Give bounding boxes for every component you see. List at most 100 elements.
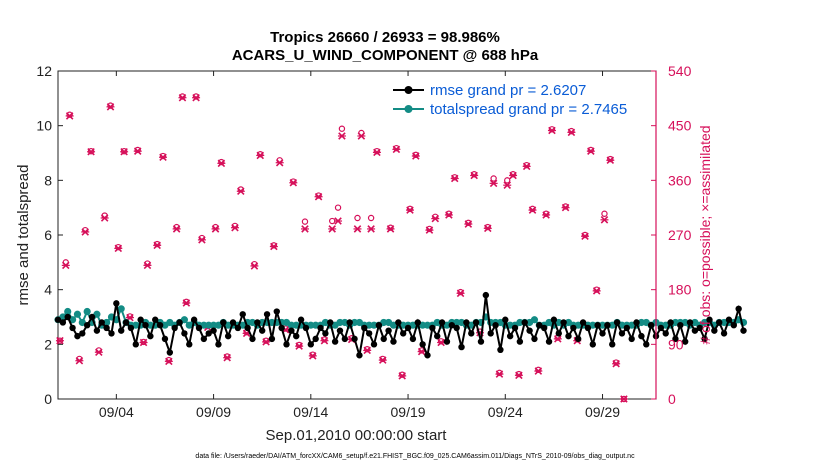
y-left-tick-label: 8 <box>44 172 52 188</box>
chart-title-line2: ACARS_U_WIND_COMPONENT @ 688 hPa <box>232 47 539 64</box>
obs-assimilated-point <box>606 156 615 165</box>
rmse-point <box>468 330 475 337</box>
obs-assimilated-point <box>75 356 84 365</box>
rmse-point <box>735 305 742 312</box>
obs-assimilated-point <box>534 367 543 375</box>
rmse-point <box>550 316 558 323</box>
x-tick-label: 09/19 <box>391 404 426 420</box>
obs-possible-point <box>107 102 114 109</box>
obs-assimilated-point <box>586 147 595 155</box>
obs-assimilated-point <box>553 335 562 343</box>
obs-assimilated-point <box>164 357 173 366</box>
rmse-point <box>720 330 728 337</box>
totalspread-point <box>64 307 72 316</box>
obs-assimilated-point <box>65 112 74 120</box>
rmse-point <box>463 319 470 326</box>
y-right-tick-label: 0 <box>668 391 676 407</box>
obs-possible-point <box>529 205 536 213</box>
totalspread-point <box>78 318 86 327</box>
rmse-point <box>205 330 212 337</box>
obs-assimilated-point <box>581 232 590 240</box>
obs-assimilated-point <box>153 241 162 250</box>
rmse-point <box>142 322 149 329</box>
rmse-point <box>312 335 319 343</box>
rmse-point <box>628 335 635 343</box>
obs-possible-point <box>367 214 375 222</box>
obs-possible-point <box>504 177 511 184</box>
totalspread-point <box>117 305 125 313</box>
rmse-point <box>64 313 71 321</box>
obs-assimilated-point <box>143 261 152 270</box>
rmse-point <box>390 338 397 345</box>
obs-possible-point <box>66 111 73 118</box>
obs-possible-point <box>542 210 550 217</box>
rmse-point <box>570 324 577 332</box>
rmse-point <box>711 327 718 334</box>
obs-possible-point <box>87 147 95 155</box>
obs-assimilated-point <box>61 261 70 270</box>
rmse-point <box>258 327 266 334</box>
obs-assimilated-point <box>431 214 440 223</box>
rmse-point <box>409 335 417 343</box>
rmse-point <box>288 327 295 334</box>
obs-possible-point <box>165 356 173 364</box>
rmse-point <box>210 327 217 334</box>
y-left-tick-label: 4 <box>44 282 52 298</box>
obs-possible-point <box>218 158 225 166</box>
rmse-point <box>273 308 280 315</box>
obs-assimilated-point <box>295 342 304 350</box>
obs-assimilated-point <box>250 262 259 270</box>
x-tick-label: 09/24 <box>488 404 523 420</box>
y-axis-left-label: rmse and totalspread <box>15 165 32 306</box>
obs-possible-point <box>437 338 445 345</box>
rmse-point <box>434 332 441 340</box>
rmse-point <box>327 319 334 326</box>
rmse-point <box>356 352 363 359</box>
obs-assimilated-point <box>357 132 366 140</box>
rmse-point <box>477 338 485 345</box>
totalspread-point <box>83 307 91 316</box>
rmse-point <box>263 311 271 318</box>
y-right-tick-label: 450 <box>668 118 692 134</box>
obs-assimilated-point <box>217 159 226 168</box>
obs-assimilated-point <box>386 225 395 233</box>
obs-assimilated-point <box>619 395 628 403</box>
rmse-point <box>516 338 524 345</box>
legend-rmse-marker <box>404 86 413 94</box>
obs-possible-point <box>179 93 186 100</box>
obs-assimilated-point <box>450 174 459 183</box>
obs-possible-point <box>445 210 453 217</box>
rmse-point <box>249 335 256 343</box>
obs-possible-point <box>290 178 297 185</box>
obs-possible-point <box>270 242 278 249</box>
rmse-point <box>414 319 421 326</box>
rmse-point <box>647 322 655 329</box>
obs-possible-point <box>134 146 141 154</box>
rmse-point <box>521 319 528 326</box>
obs-assimilated-point <box>178 93 187 102</box>
rmse-point <box>254 319 261 326</box>
obs-assimilated-point <box>308 352 317 360</box>
obs-possible-point <box>426 225 433 233</box>
obs-possible-point <box>496 369 503 377</box>
obs-assimilated-point <box>81 228 90 236</box>
obs-assimilated-point <box>300 225 309 233</box>
rmse-point <box>740 327 747 334</box>
obs-assimilated-point <box>398 372 407 380</box>
rmse-point <box>380 335 387 343</box>
rmse-point <box>190 316 198 323</box>
rmse-point <box>399 330 407 337</box>
rmse-point <box>93 327 101 334</box>
obs-possible-point <box>523 161 530 169</box>
y-left-tick-label: 2 <box>44 336 52 352</box>
obs-assimilated-point <box>106 103 115 111</box>
rmse-point <box>725 316 733 323</box>
obs-possible-point <box>548 126 556 133</box>
rmse-point <box>361 324 368 332</box>
obs-assimilated-point <box>405 206 414 214</box>
obs-assimilated-point <box>269 242 278 251</box>
rmse-point <box>536 322 543 329</box>
rmse-point <box>98 319 105 326</box>
y-right-tick-label: 540 <box>668 63 692 79</box>
